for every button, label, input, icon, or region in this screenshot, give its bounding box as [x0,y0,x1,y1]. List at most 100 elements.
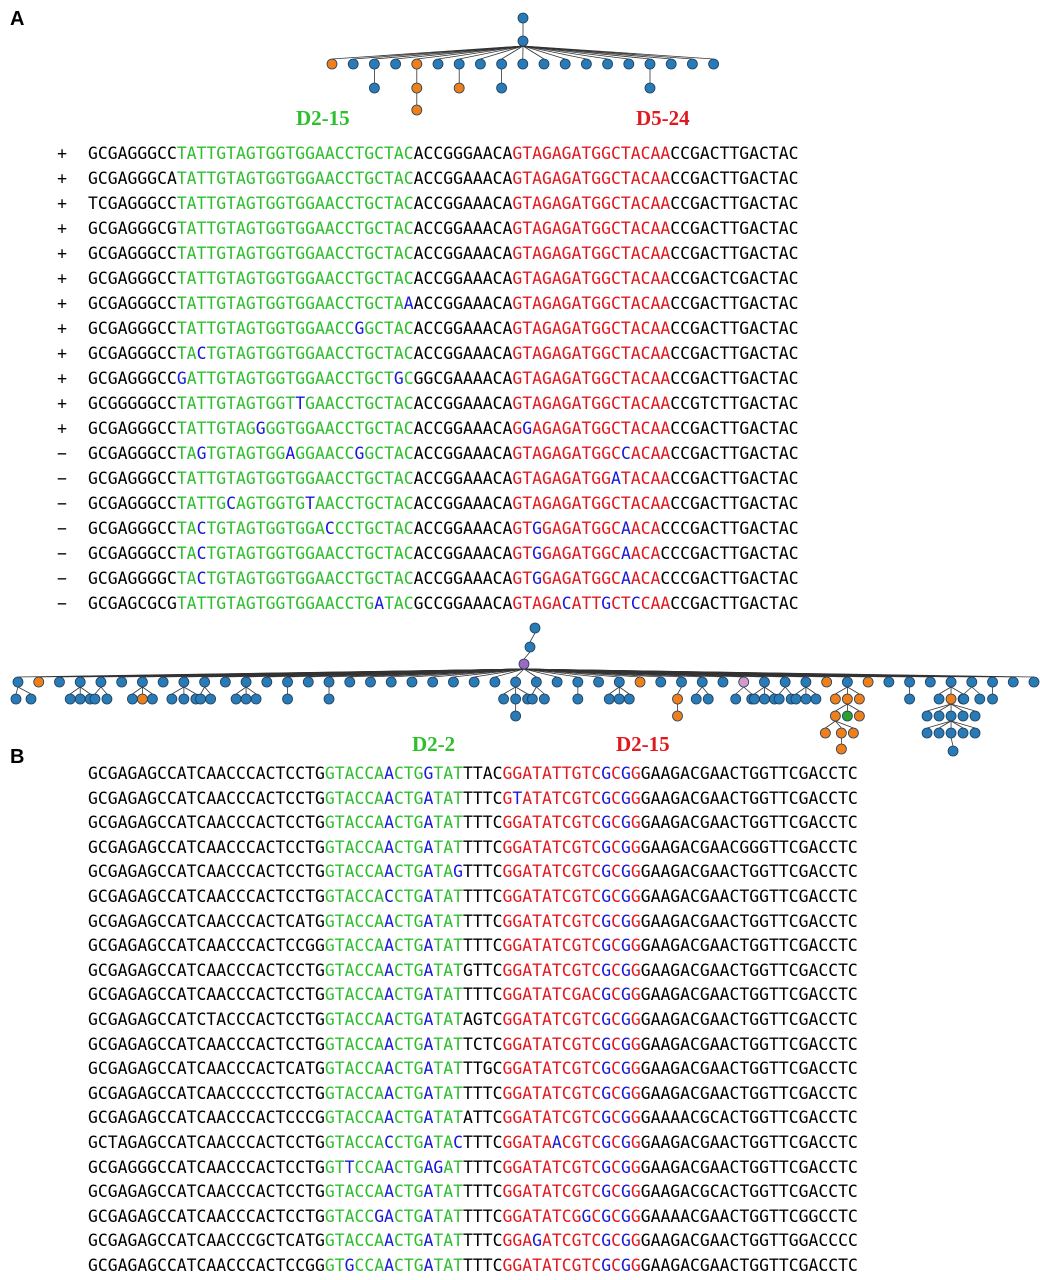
tree-node [933,693,945,705]
sequence-row: GCGAGAGCCATCAACCCACTCCCGGTACCAACTGATATAT… [88,1108,858,1128]
sequence-row: GCGAGGGCCGATTGTAGTGGTGGAACCTGCTGCGGCGAAA… [88,369,799,388]
gene-label-a-right: D5-24 [636,106,690,130]
tree-node [127,693,138,705]
tree-edge [69,686,81,695]
tree-edge [100,686,108,695]
tree-node [347,58,359,70]
tree-node [702,693,714,705]
tree-node [708,58,719,70]
tree-edge [835,720,842,729]
tree-edge [743,686,752,695]
tree-edge [778,686,786,695]
tree-node [572,693,584,705]
sequence-row: GCGAGAGCCATCAACCCGCTCATGGTACCAACTGATATTT… [88,1231,858,1251]
tree-node [368,58,380,70]
tree-node [623,693,635,705]
tree-node [453,58,465,70]
tree-edge [515,668,525,678]
sequence-row: GCGAGGGCCTAGTGTAGTGGAGGAACCGGCTACACCGGAA… [88,444,799,463]
tree-node [593,676,604,688]
tree-edge [171,686,185,695]
tree-edge [609,686,620,695]
tree-edge [523,651,531,660]
sequence-row: GCGAGGGCCTATTGTAGTGGTGGAACCGGCTACACCGGAA… [88,319,799,338]
tree-node [613,676,625,688]
tree-node [945,727,957,739]
tree-edge [132,686,143,695]
tree-node [945,710,957,722]
tree-node [219,676,231,688]
tree-node [987,676,998,688]
tree-node [365,676,376,688]
strand-sign: + [57,394,67,413]
strand-sign: − [57,519,67,538]
tree-node [730,693,742,705]
tree-edge [847,686,860,695]
tree-edge [754,686,765,695]
sequence-row: GCGAGGGCCTATTGTAGTGGTGGAACCTGCTACACCGGAA… [88,269,799,288]
lineage-tree-a [326,12,719,116]
tree-edge [735,686,744,695]
tree-edge [701,686,709,695]
tree-edge [835,720,854,729]
tree-node [230,693,242,705]
sequence-row: GCGAGAGCCATCTACCCACTCCTGGTACCAACTGATATAG… [88,1010,858,1029]
strand-sign: + [57,369,67,388]
sequence-row: GCGAGGGCGTATTGTAGTGGTGGAACCTGCTACACCGGAA… [88,219,799,238]
tree-node [195,693,207,705]
strand-sign: + [57,294,67,313]
tree-node [924,676,936,688]
tree-node [101,693,113,705]
sequence-row: GCGAGAGCCATCAACCCACTCCTGGTACCAACTGATATTT… [88,813,858,833]
sequence-row: GCGAGGGCCATCAACCCACTCCTGGTTCCAACTGAGATTT… [88,1157,858,1177]
tree-node [623,58,635,70]
tree-node [510,693,522,705]
sequence-row: GCGAGAGCCATCAACCCACTCATGGTACCAACTGATATTT… [88,911,858,931]
tree-node [800,693,812,705]
sequence-row: GCGAGGGCCTATTGTAGTGGTGGAACCTGCTAAACCGGAA… [88,294,799,313]
tree-edge [503,686,516,695]
tree-edge [522,45,545,60]
tree-node [738,676,750,688]
panel-label-a: A [10,8,25,30]
tree-edge [523,668,1035,678]
tree-node [945,693,957,705]
tree-edge [677,686,682,695]
tree-edge [805,686,817,695]
tree-node [933,710,945,722]
tree-node [841,676,853,688]
tree-node [199,676,211,688]
tree-edge [795,686,807,695]
gene-label-b-right: D2-15 [616,732,670,756]
tree-node [95,676,107,688]
tree-node [474,58,486,70]
tree-node [64,693,76,705]
tree-node [841,710,853,722]
sequence-row: GCGAGGGCCTATTGTAGTGGTGGAACCTGCTACACCGGGA… [88,144,799,163]
tree-node [33,676,45,688]
sequence-row: GCGAGAGCCATCAACCCACTCCTGGTACCAACTGATATTT… [88,837,858,857]
tree-edge [437,45,524,60]
tree-edge [938,686,952,695]
tree-node [178,693,190,705]
sequence-row: GCGAGAGCCATCAACCCACTCCTGGTACCAACTGATATTT… [88,1182,858,1202]
tree-node [644,58,656,70]
tree-edge [847,703,860,712]
tree-node [603,693,615,705]
tree-node [602,58,613,70]
tree-node [933,727,945,739]
sequence-row: GCGAGAGCCATCAACCCACTCCTGGTACCAACTGATATGT… [88,960,858,980]
tree-edge [926,720,952,729]
tree-node [969,727,981,739]
tree-node [672,710,683,722]
sequence-row: GCGAGGGCCTATTGCAGTGGTGTAACCTGCTACACCGGAA… [88,494,799,513]
tree-edge [480,45,524,60]
tree-edge [523,668,558,678]
tree-edge [950,720,976,729]
tree-node [157,676,169,688]
tree-node [510,710,522,722]
tree-node [326,58,338,70]
sequence-row: TCGAGGGCCTATTGTAGTGGTGGAACCTGCTACACCGGAA… [88,194,799,213]
tree-node [385,676,397,688]
strand-sign: − [57,544,67,563]
